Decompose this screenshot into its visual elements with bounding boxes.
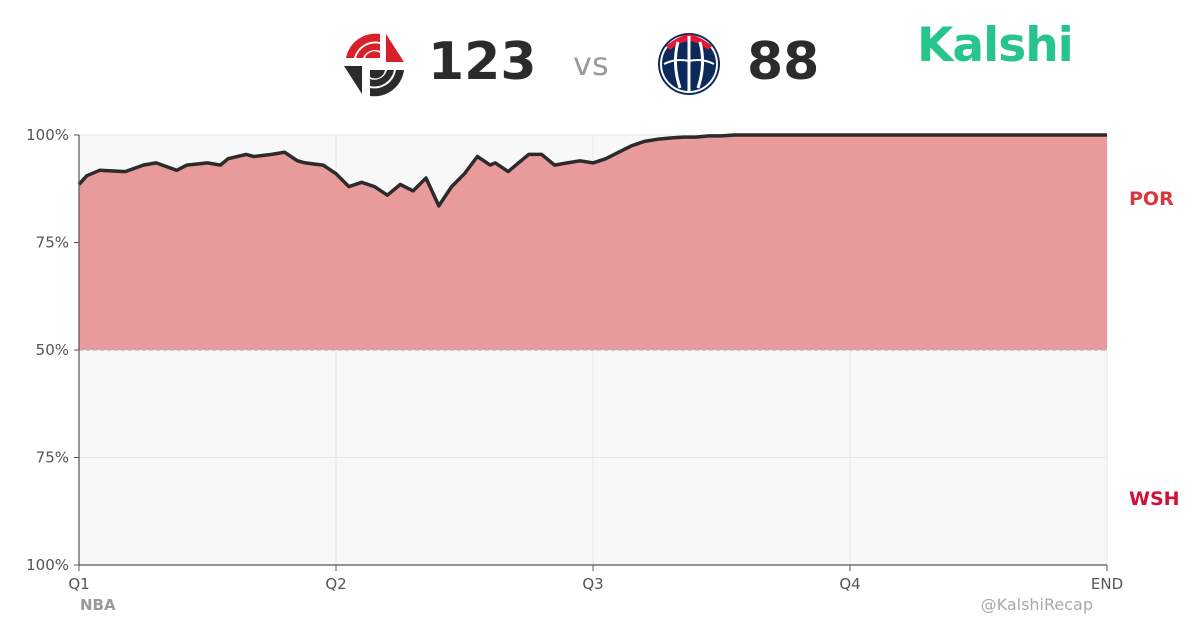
x-tick-label: Q3 — [582, 575, 603, 593]
source-handle: @KalshiRecap — [981, 595, 1093, 614]
x-tick-label: Q2 — [325, 575, 346, 593]
probability-area — [79, 135, 1107, 350]
y-tick-label: 100% — [26, 556, 69, 574]
x-tick-label: Q1 — [68, 575, 89, 593]
x-tick-label: END — [1091, 575, 1123, 593]
y-tick-label: 100% — [26, 126, 69, 144]
x-tick-label: Q4 — [839, 575, 860, 593]
team-label-por: POR — [1129, 188, 1174, 210]
y-tick-label: 75% — [36, 449, 69, 467]
team-label-wsh: WSH — [1129, 488, 1180, 510]
league-label: NBA — [80, 596, 116, 614]
y-tick-label: 75% — [36, 234, 69, 252]
y-tick-label: 50% — [36, 341, 69, 359]
